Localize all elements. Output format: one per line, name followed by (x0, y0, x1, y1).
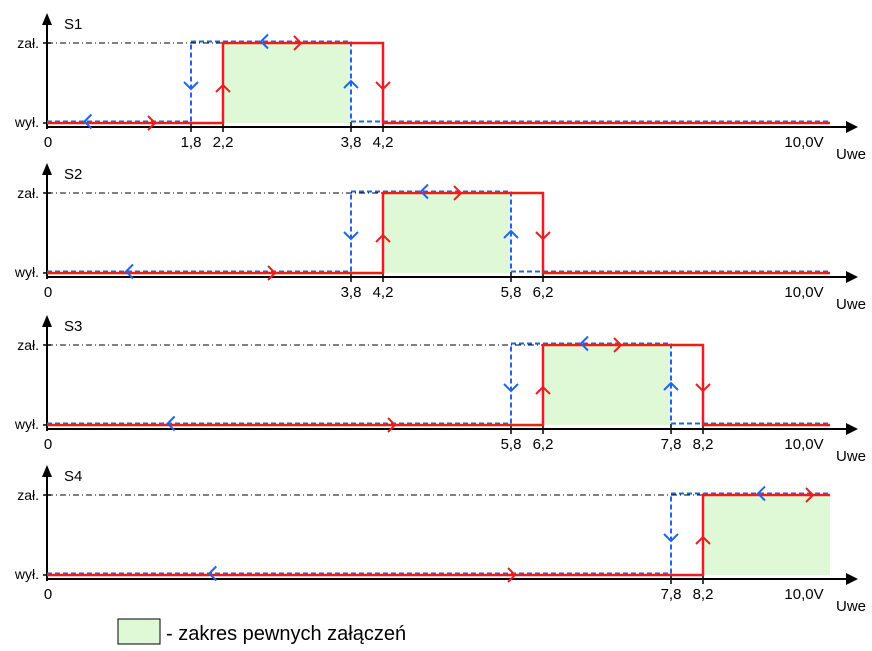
x-tick-label: 5,8 (501, 284, 522, 301)
rising-arrow-right (613, 337, 623, 353)
falling-arrow-left (579, 335, 589, 352)
rising-arrow-right-low (147, 115, 157, 131)
panel-s1: S1 zał. wył. 0 10,0V Uwe 1,8 2,2 3,8 4,2 (14, 13, 866, 163)
x-max-label: 10,0V (784, 284, 823, 301)
falling-arrow-up (663, 381, 679, 391)
panel-title: S1 (64, 16, 82, 33)
panel-s3: S3 zał. wył. 0 10,0V Uwe 5,8 6,2 7,8 8,2 (14, 315, 866, 465)
x-tick-label: 8,2 (693, 436, 714, 453)
rising-arrow-right-low (267, 265, 277, 281)
rising-arrow-right (293, 35, 303, 51)
falling-arrow-down (663, 533, 679, 543)
panel-title: S2 (64, 166, 82, 183)
x-origin-label: 0 (44, 586, 52, 603)
falling-arrow-up (343, 79, 359, 89)
x-tick-label: 7,8 (661, 436, 682, 453)
falling-arrow-left (259, 33, 269, 50)
falling-arrow-left-low (83, 113, 93, 130)
secure-on-range (383, 193, 511, 273)
legend-label: - zakres pewnych załączeń (166, 623, 406, 645)
rising-arrow-up (535, 385, 551, 395)
x-axis-arrow (846, 271, 858, 283)
rising-arrow-right-low (507, 567, 517, 583)
y-axis-arrow (42, 163, 52, 175)
x-tick-label: 8,2 (693, 586, 714, 603)
secure-on-range (703, 495, 830, 575)
x-tick-label: 1,8 (181, 134, 202, 151)
panel-title: S3 (64, 318, 82, 335)
y-level-off-label: wył. (14, 566, 39, 582)
x-axis-arrow (846, 423, 858, 435)
x-unit-label: Uwe (836, 448, 866, 465)
x-tick-label: 6,2 (533, 436, 554, 453)
rising-characteristic (47, 493, 830, 577)
panel-s2: S2 zał. wył. 0 10,0V Uwe 3,8 4,2 5,8 6,2 (14, 163, 866, 313)
rising-characteristic (47, 191, 830, 275)
y-level-off-label: wył. (14, 416, 39, 432)
falling-arrow-up (503, 229, 519, 239)
rising-arrow-down (695, 383, 711, 393)
rising-characteristic (47, 41, 830, 125)
falling-characteristic (47, 40, 830, 123)
panel-title: S4 (64, 468, 82, 485)
rising-arrow-right-low (387, 417, 397, 433)
x-tick-label: 7,8 (661, 586, 682, 603)
x-tick-label: 2,2 (213, 134, 234, 151)
x-max-label: 10,0V (784, 436, 823, 453)
y-level-on-label: zał. (17, 185, 39, 201)
y-level-on-label: zał. (17, 337, 39, 353)
rising-arrow-up (215, 83, 231, 93)
y-level-on-label: zał. (17, 487, 39, 503)
rising-arrow-right (805, 487, 815, 503)
falling-characteristic (47, 492, 830, 575)
y-axis-arrow (42, 315, 52, 327)
x-unit-label: Uwe (836, 146, 866, 163)
y-level-off-label: wył. (14, 114, 39, 130)
y-level-on-label: zał. (17, 35, 39, 51)
y-axis-arrow (42, 13, 52, 25)
falling-characteristic (47, 190, 830, 273)
x-axis-arrow (846, 121, 858, 133)
falling-arrow-down (503, 383, 519, 393)
rising-characteristic (47, 343, 830, 427)
legend-swatch (117, 618, 161, 645)
falling-arrow-left-low (166, 415, 176, 432)
x-tick-label: 4,2 (373, 284, 394, 301)
rising-arrow-down (535, 231, 551, 241)
x-tick-label: 3,8 (341, 134, 362, 151)
falling-characteristic (47, 342, 830, 425)
rising-arrow-up (695, 535, 711, 545)
legend: - zakres pewnych załączeń (117, 618, 406, 645)
falling-arrow-left-low (207, 565, 217, 582)
x-tick-label: 6,2 (533, 284, 554, 301)
falling-arrow-left (419, 183, 429, 200)
x-origin-label: 0 (44, 134, 52, 151)
secure-on-range (543, 345, 671, 425)
x-tick-label: 4,2 (373, 134, 394, 151)
x-unit-label: Uwe (836, 598, 866, 615)
x-tick-label: 3,8 (341, 284, 362, 301)
x-unit-label: Uwe (836, 296, 866, 313)
x-max-label: 10,0V (784, 134, 823, 151)
rising-arrow-down (375, 81, 391, 91)
rising-arrow-up (375, 233, 391, 243)
panel-s4: S4 zał. wył. 0 10,0V Uwe 7,8 8,2 (14, 465, 866, 615)
x-origin-label: 0 (44, 436, 52, 453)
secure-on-range (223, 43, 351, 123)
y-level-off-label: wył. (14, 264, 39, 280)
x-axis-arrow (846, 573, 858, 585)
x-max-label: 10,0V (784, 586, 823, 603)
falling-arrow-left (756, 485, 766, 502)
falling-arrow-down (343, 231, 359, 241)
y-axis-arrow (42, 465, 52, 477)
x-origin-label: 0 (44, 284, 52, 301)
falling-arrow-left-low (124, 263, 134, 280)
rising-arrow-right (453, 185, 463, 201)
falling-arrow-down (183, 81, 199, 91)
x-tick-label: 5,8 (501, 436, 522, 453)
